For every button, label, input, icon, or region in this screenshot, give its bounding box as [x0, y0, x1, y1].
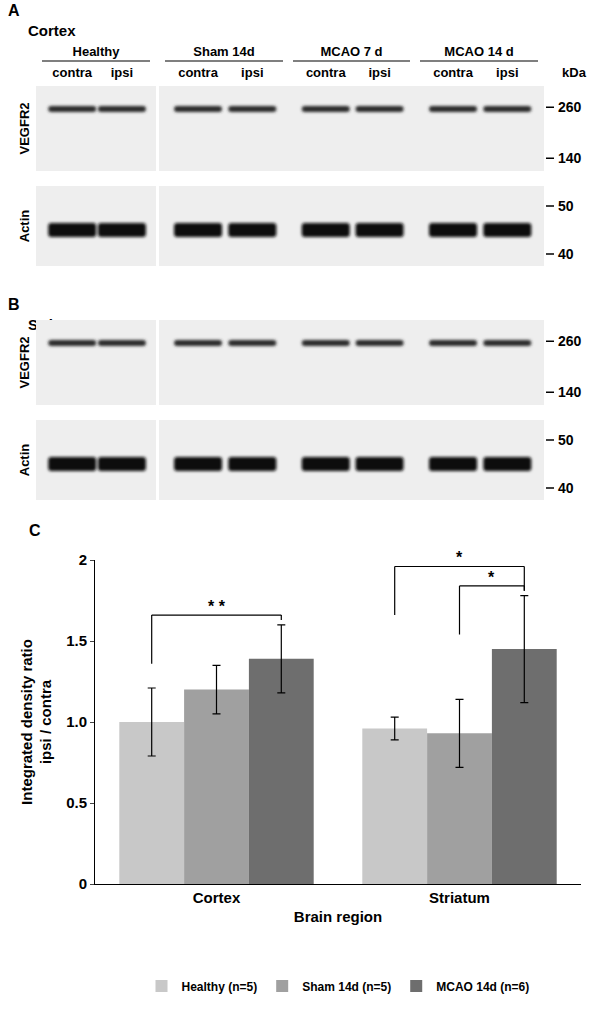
- svg-text:260: 260: [558, 99, 582, 115]
- svg-text:MCAO 14 d: MCAO 14 d: [444, 44, 513, 59]
- svg-text:ipsi: ipsi: [111, 65, 133, 80]
- svg-text:MCAO 14d (n=6): MCAO 14d (n=6): [436, 980, 529, 994]
- svg-text:1.5: 1.5: [66, 632, 87, 649]
- svg-text:140: 140: [558, 150, 582, 166]
- svg-text:2: 2: [79, 551, 87, 568]
- svg-text:Cortex: Cortex: [193, 889, 241, 906]
- svg-text:0.5: 0.5: [66, 794, 87, 811]
- svg-text:*: *: [456, 549, 463, 566]
- svg-text:Actin: Actin: [17, 444, 32, 477]
- svg-text:140: 140: [558, 384, 582, 400]
- svg-text:C: C: [29, 522, 41, 539]
- svg-text:ipsi: ipsi: [241, 65, 263, 80]
- svg-text:Cortex: Cortex: [28, 22, 76, 39]
- svg-text:Sham 14d (n=5): Sham 14d (n=5): [302, 980, 391, 994]
- svg-text:260: 260: [558, 333, 582, 349]
- svg-text:50: 50: [558, 198, 574, 214]
- svg-text:ipsi: ipsi: [496, 65, 518, 80]
- svg-text:contra: contra: [306, 65, 347, 80]
- svg-text:* *: * *: [208, 598, 226, 615]
- svg-text:Sham 14d: Sham 14d: [193, 44, 254, 59]
- svg-text:Brain region: Brain region: [294, 908, 382, 925]
- svg-text:VEGFR2: VEGFR2: [17, 102, 32, 154]
- svg-text:1.0: 1.0: [66, 713, 87, 730]
- svg-text:A: A: [8, 2, 20, 19]
- svg-text:contra: contra: [52, 65, 93, 80]
- svg-text:0: 0: [79, 875, 87, 892]
- svg-text:*: *: [488, 569, 495, 586]
- svg-text:Healthy (n=5): Healthy (n=5): [182, 980, 258, 994]
- svg-text:Striatum: Striatum: [429, 889, 490, 906]
- svg-text:Healthy: Healthy: [73, 44, 121, 59]
- svg-text:contra: contra: [178, 65, 219, 80]
- svg-text:contra: contra: [433, 65, 474, 80]
- svg-text:50: 50: [558, 432, 574, 448]
- svg-text:40: 40: [558, 480, 574, 496]
- svg-text:ipsi: ipsi: [368, 65, 390, 80]
- svg-text:Integrated density ratioipsi /: Integrated density ratioipsi / contra: [18, 639, 55, 805]
- svg-text:B: B: [8, 296, 20, 313]
- svg-text:MCAO 7 d: MCAO 7 d: [320, 44, 382, 59]
- svg-text:Actin: Actin: [17, 210, 32, 243]
- svg-text:VEGFR2: VEGFR2: [17, 336, 32, 388]
- svg-text:40: 40: [558, 246, 574, 262]
- svg-text:kDa: kDa: [562, 65, 587, 80]
